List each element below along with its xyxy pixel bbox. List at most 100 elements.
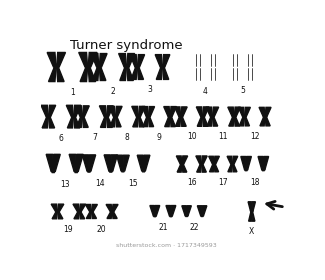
Polygon shape bbox=[213, 116, 218, 126]
Polygon shape bbox=[77, 210, 81, 212]
Polygon shape bbox=[263, 115, 267, 117]
Polygon shape bbox=[139, 106, 145, 116]
Polygon shape bbox=[47, 52, 56, 67]
Polygon shape bbox=[88, 52, 97, 67]
Polygon shape bbox=[111, 155, 117, 171]
Polygon shape bbox=[143, 116, 148, 127]
Polygon shape bbox=[155, 55, 162, 67]
Polygon shape bbox=[89, 155, 96, 171]
Text: 14: 14 bbox=[95, 179, 105, 188]
Polygon shape bbox=[165, 116, 170, 127]
Polygon shape bbox=[245, 116, 250, 126]
Polygon shape bbox=[232, 115, 236, 117]
Polygon shape bbox=[163, 67, 169, 80]
Polygon shape bbox=[252, 202, 255, 211]
Polygon shape bbox=[265, 107, 271, 116]
Polygon shape bbox=[86, 211, 91, 218]
Text: Turner syndrome: Turner syndrome bbox=[70, 39, 183, 52]
Polygon shape bbox=[197, 116, 202, 126]
Polygon shape bbox=[241, 157, 246, 170]
Polygon shape bbox=[53, 154, 60, 171]
Polygon shape bbox=[80, 67, 88, 81]
Polygon shape bbox=[170, 107, 176, 116]
Polygon shape bbox=[99, 67, 106, 80]
Polygon shape bbox=[142, 170, 145, 172]
Text: 9: 9 bbox=[157, 133, 162, 142]
Polygon shape bbox=[73, 204, 79, 211]
Polygon shape bbox=[179, 115, 183, 117]
Text: 13: 13 bbox=[60, 180, 70, 189]
Polygon shape bbox=[149, 107, 155, 116]
Polygon shape bbox=[242, 115, 246, 117]
Polygon shape bbox=[156, 67, 162, 80]
Polygon shape bbox=[92, 211, 97, 218]
Polygon shape bbox=[233, 156, 238, 164]
Polygon shape bbox=[169, 215, 172, 217]
Polygon shape bbox=[202, 164, 206, 172]
Polygon shape bbox=[150, 206, 155, 216]
Polygon shape bbox=[175, 107, 181, 116]
Text: 1: 1 bbox=[70, 88, 74, 97]
Polygon shape bbox=[80, 211, 85, 219]
Polygon shape bbox=[200, 162, 203, 165]
Polygon shape bbox=[229, 116, 234, 126]
Polygon shape bbox=[109, 170, 113, 172]
Polygon shape bbox=[164, 107, 170, 116]
Polygon shape bbox=[130, 55, 137, 67]
Polygon shape bbox=[202, 206, 207, 216]
Polygon shape bbox=[104, 115, 109, 118]
Polygon shape bbox=[112, 211, 117, 218]
Polygon shape bbox=[54, 64, 59, 68]
Polygon shape bbox=[170, 116, 176, 127]
Polygon shape bbox=[185, 215, 188, 216]
Polygon shape bbox=[231, 162, 234, 165]
Polygon shape bbox=[214, 156, 219, 164]
Polygon shape bbox=[136, 115, 140, 118]
Polygon shape bbox=[187, 206, 191, 216]
Polygon shape bbox=[206, 107, 212, 116]
Polygon shape bbox=[42, 116, 48, 128]
Polygon shape bbox=[127, 53, 135, 67]
Polygon shape bbox=[137, 55, 145, 67]
Polygon shape bbox=[121, 170, 125, 172]
Polygon shape bbox=[72, 115, 76, 118]
Polygon shape bbox=[58, 211, 63, 219]
Polygon shape bbox=[238, 107, 244, 116]
Polygon shape bbox=[258, 157, 263, 170]
Polygon shape bbox=[177, 164, 182, 172]
Polygon shape bbox=[160, 65, 165, 68]
Polygon shape bbox=[139, 116, 144, 127]
Polygon shape bbox=[80, 204, 86, 211]
Polygon shape bbox=[46, 154, 53, 171]
Polygon shape bbox=[49, 105, 56, 116]
Polygon shape bbox=[76, 154, 83, 171]
Polygon shape bbox=[41, 105, 48, 116]
Polygon shape bbox=[83, 116, 88, 127]
Polygon shape bbox=[260, 116, 265, 126]
Text: 21: 21 bbox=[158, 223, 168, 232]
Polygon shape bbox=[85, 64, 91, 68]
Polygon shape bbox=[239, 116, 244, 126]
Polygon shape bbox=[201, 115, 205, 117]
Polygon shape bbox=[181, 116, 186, 126]
Polygon shape bbox=[117, 155, 123, 171]
Polygon shape bbox=[123, 155, 129, 171]
Polygon shape bbox=[69, 154, 76, 171]
Polygon shape bbox=[163, 55, 170, 67]
Polygon shape bbox=[80, 115, 84, 118]
Polygon shape bbox=[180, 162, 184, 165]
Polygon shape bbox=[246, 157, 251, 170]
Polygon shape bbox=[146, 115, 150, 117]
Polygon shape bbox=[76, 116, 82, 127]
Polygon shape bbox=[262, 169, 265, 171]
Polygon shape bbox=[52, 211, 57, 219]
Text: 7: 7 bbox=[92, 134, 97, 143]
Text: 18: 18 bbox=[250, 178, 259, 187]
Text: 22: 22 bbox=[189, 223, 199, 232]
Polygon shape bbox=[153, 215, 156, 217]
Polygon shape bbox=[201, 215, 203, 216]
Polygon shape bbox=[182, 164, 187, 172]
Polygon shape bbox=[106, 204, 112, 211]
Text: 11: 11 bbox=[218, 132, 228, 141]
Polygon shape bbox=[196, 107, 202, 116]
